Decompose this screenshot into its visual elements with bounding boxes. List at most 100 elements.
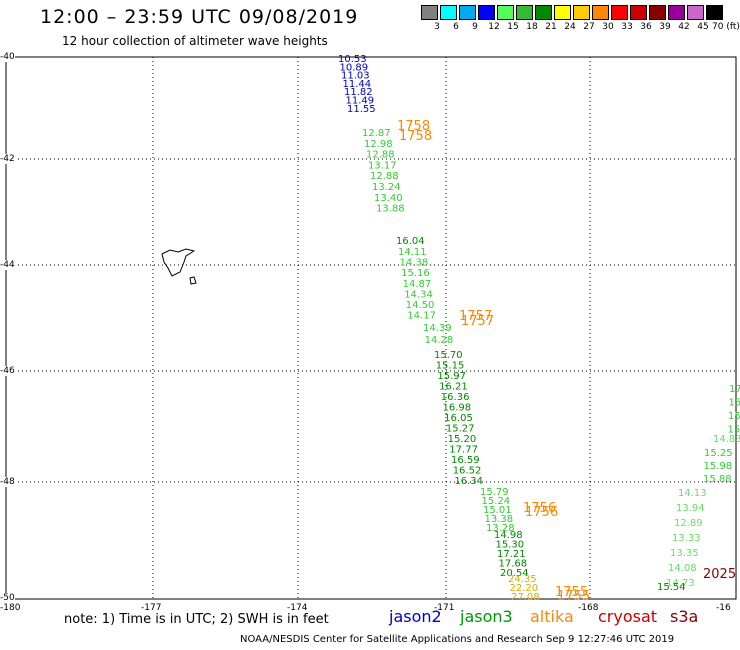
lon-tick-label: -177	[141, 603, 162, 613]
legend-swatch	[421, 5, 438, 20]
wave-height-label: 14.87	[403, 279, 432, 290]
wave-height-label: 14.98	[494, 530, 523, 541]
page-subtitle: 12 hour collection of altimeter wave hei…	[62, 34, 328, 48]
legend-swatch	[459, 5, 476, 20]
legend-label: 6	[453, 22, 459, 32]
satellite-label: jason2	[389, 607, 442, 626]
wave-height-label: 11.55	[347, 104, 376, 115]
lat-tick-label: -46	[0, 366, 15, 376]
wave-height-label: 11.49	[346, 96, 375, 107]
wave-height-label: 13.94	[676, 503, 705, 514]
wave-height-label: 12.98	[364, 139, 393, 150]
legend-swatch	[573, 5, 590, 20]
legend-swatch	[554, 5, 571, 20]
legend-swatch	[668, 5, 685, 20]
pass-time-label: 1755	[555, 585, 588, 600]
pass-time-label: 1756	[525, 505, 558, 520]
wave-height-label: 14.13	[678, 488, 707, 499]
wave-height-label: 11.44	[343, 79, 372, 90]
legend-swatch	[516, 5, 533, 20]
legend-label: 9	[472, 22, 478, 32]
wave-height-label: 16.98	[443, 403, 472, 414]
legend-swatch	[630, 5, 647, 20]
lat-tick-label: -50	[0, 593, 15, 603]
wave-height-label: 16.04	[396, 236, 425, 247]
wave-height-label: 12.87	[362, 128, 391, 139]
legend-label: 24	[564, 22, 576, 32]
legend-label: 39	[659, 22, 671, 32]
wave-height-label: 15	[729, 398, 740, 409]
pass-time-label: 1757	[461, 314, 494, 329]
legend-label: 36	[640, 22, 652, 32]
map-border	[5, 56, 737, 600]
wave-height-label: 16.05	[444, 413, 473, 424]
wave-height-label: 13.28	[486, 523, 515, 534]
wave-height-label: 13.88	[376, 204, 405, 215]
wave-height-label: 14.73	[666, 578, 695, 589]
lat-tick-label: -44	[0, 260, 15, 270]
lat-tick-label: -48	[0, 477, 15, 487]
legend-label: 42	[678, 22, 690, 32]
legend-swatch	[535, 5, 552, 20]
legend-label: 18	[526, 22, 538, 32]
wave-height-label: 14.17	[407, 311, 436, 322]
lon-tick-label: -168	[578, 603, 599, 613]
credit-line: NOAA/NESDIS Center for Satellite Applica…	[240, 634, 675, 645]
wave-height-label: 15.20	[448, 434, 477, 445]
wave-height-label: 17	[729, 384, 740, 395]
wave-height-label: 15.8	[728, 425, 740, 436]
legend-label: 27	[583, 22, 595, 32]
wave-height-label: 14.39	[423, 323, 452, 334]
wave-height-label: 15.24	[482, 496, 511, 507]
wave-height-label: 13.40	[374, 193, 403, 204]
wave-height-label: 16.21	[439, 382, 468, 393]
legend-swatch	[440, 5, 457, 20]
wave-height-label: 12.88	[366, 150, 395, 161]
wave-height-label: 15.16	[401, 268, 430, 279]
wave-height-label: 16.34	[454, 476, 483, 487]
page-title: 12:00 – 23:59 UTC 09/08/2019	[40, 6, 359, 28]
wave-height-label: 14.34	[404, 289, 433, 300]
wave-height-label: 13.24	[372, 182, 401, 193]
lon-tick-label: -180	[0, 603, 21, 613]
wave-height-label: 15.25	[704, 448, 733, 459]
satellite-label: s3a	[670, 607, 699, 626]
pass-time-label: 1757	[459, 309, 492, 324]
legend-swatch	[592, 5, 609, 20]
chatham-island	[161, 248, 196, 277]
wave-height-label: 14.11	[398, 247, 427, 258]
wave-height-label: 17.77	[449, 445, 478, 456]
legend-label: 3	[434, 22, 440, 32]
wave-height-label: 16.52	[453, 466, 482, 477]
wave-height-label: 13.35	[670, 548, 699, 559]
wave-height-label: 14.38	[400, 258, 429, 269]
wave-height-label: 27.08	[511, 592, 540, 603]
wave-height-label: 10.53	[338, 54, 367, 65]
wave-height-label: 14.83	[713, 434, 740, 445]
pass-time-label: 2025	[703, 567, 736, 582]
wave-height-label: 15.70	[434, 350, 463, 361]
wave-height-label: 14.28	[425, 335, 454, 346]
wave-height-label: 20.54	[500, 568, 529, 579]
wave-height-label: 13.38	[485, 514, 514, 525]
wave-height-label: 15.27	[446, 424, 475, 435]
wave-height-label: 15.88	[703, 474, 732, 485]
lon-tick-label: -16	[716, 603, 731, 613]
legend-label: 15	[507, 22, 519, 32]
legend-swatch	[497, 5, 514, 20]
wave-height-label: 15.01	[483, 505, 512, 516]
legend-swatch	[611, 5, 628, 20]
wave-height-label: 11.82	[344, 87, 373, 98]
wave-height-label: 15.2	[728, 411, 740, 422]
wave-height-label: 14.50	[406, 300, 435, 311]
legend-swatch	[649, 5, 666, 20]
legend-swatch	[687, 5, 704, 20]
wave-height-label: 15.98	[704, 461, 733, 472]
lon-tick-label: -171	[434, 603, 455, 613]
lat-lon-grid	[6, 57, 736, 599]
lon-tick-label: -174	[287, 603, 308, 613]
lat-tick-label: -40	[0, 52, 15, 62]
wave-height-label: 15.97	[437, 371, 466, 382]
